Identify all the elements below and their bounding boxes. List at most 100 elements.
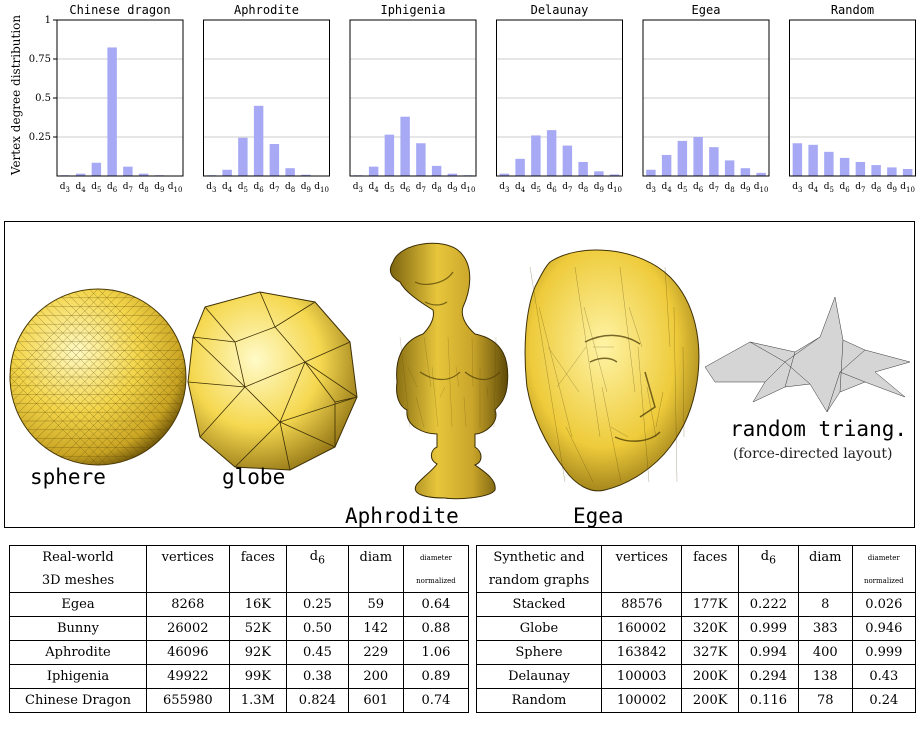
- table-cell: Bunny: [9, 616, 147, 641]
- table-cell: Aphrodite: [9, 640, 147, 665]
- egea-label: Egea: [573, 504, 624, 528]
- table-cell: 0.116: [737, 688, 799, 713]
- bar-d7: [123, 166, 133, 176]
- x-tick-label: d7: [855, 182, 865, 194]
- table-cell: 52K: [228, 616, 288, 641]
- random-triangulation: [704, 296, 911, 413]
- table-row: Iphigenia 49922 99K 0.38 200 0.89: [9, 664, 470, 689]
- table-row: Chinese Dragon 655980 1.3M 0.824 601 0.74: [9, 688, 470, 713]
- x-tick-label: d9: [887, 182, 897, 194]
- table-row: Delaunay 100003 200K 0.294 138 0.43: [476, 664, 917, 689]
- header-blank: [286, 569, 349, 593]
- x-tick-label: d6: [400, 182, 411, 194]
- bar-d10: [756, 172, 766, 176]
- x-tick-label: d7: [269, 182, 279, 194]
- bar-d7: [269, 144, 280, 176]
- bar-d4: [75, 173, 86, 176]
- header-norm-bottom: normalized: [402, 569, 470, 593]
- bar-d3: [792, 143, 803, 176]
- table-cell: 0.74: [402, 688, 470, 713]
- x-tick-label: d4: [662, 182, 673, 194]
- chart-4: Egea d3 d4 d5 d6 d7 d8 d9 d10: [642, 3, 770, 194]
- bar-d5: [238, 137, 248, 176]
- table-cell: 0.994: [737, 640, 799, 665]
- table-cell: 400: [797, 640, 853, 665]
- table-row: Globe 160002 320K 0.999 383 0.946: [476, 616, 917, 641]
- x-tick-label: d9: [447, 182, 457, 194]
- table-cell: 100003: [600, 664, 683, 689]
- mesh-renderings: [9, 242, 911, 500]
- table-cell: 26002: [146, 616, 230, 641]
- table-cell: 92K: [228, 640, 288, 665]
- bar-d7: [562, 145, 573, 176]
- bar-d10: [902, 168, 913, 176]
- table-cell: 177K: [681, 592, 739, 617]
- table-cell: 142: [347, 616, 404, 641]
- x-tick-label: d5: [677, 182, 687, 194]
- table-cell: 229: [347, 640, 404, 665]
- table-row: Sphere 163842 327K 0.994 400 0.999: [476, 640, 917, 665]
- chart-title: Iphigenia: [380, 3, 445, 17]
- x-tick-label: d6: [254, 182, 265, 194]
- x-tick-label: d3: [792, 182, 802, 194]
- y-axis-label: Vertex degree distribution: [9, 15, 23, 176]
- table-cell: 99K: [228, 664, 288, 689]
- table-row: Stacked 88576 177K 0.222 8 0.026: [476, 592, 917, 617]
- table-cell: 1.3M: [228, 688, 288, 713]
- bar-d5: [531, 135, 541, 176]
- header-vertices: vertices: [146, 545, 230, 569]
- header-norm-bottom: normalized: [851, 569, 917, 593]
- x-tick-label: d3: [499, 182, 509, 194]
- bar-d6: [400, 116, 410, 176]
- table-row: Egea 8268 16K 0.25 59 0.64: [9, 592, 470, 617]
- table-cell: 0.43: [851, 664, 917, 689]
- table-cell: 601: [347, 688, 404, 713]
- header-norm-top: diameter: [402, 545, 470, 569]
- table-cell: Globe: [476, 616, 602, 641]
- table-cell: Chinese Dragon: [9, 688, 147, 713]
- bar-d6: [253, 105, 264, 176]
- header-category-2: random graphs: [476, 569, 602, 593]
- sphere-label: sphere: [30, 465, 106, 489]
- plot-frame: [642, 19, 770, 177]
- bar-d8: [431, 165, 442, 176]
- chart-title: Delaunay: [531, 3, 589, 17]
- table-cell: 383: [797, 616, 853, 641]
- bar-d7: [709, 147, 719, 176]
- bar-d5: [677, 140, 688, 176]
- bar-d7: [855, 161, 866, 176]
- header-category: Synthetic and: [476, 545, 602, 569]
- chart-title: Random: [831, 3, 874, 17]
- x-tick-label: d4: [369, 182, 380, 194]
- bar-d6: [693, 137, 703, 176]
- bar-d4: [515, 158, 525, 176]
- table-cell: 0.824: [286, 688, 349, 713]
- table-cell: Delaunay: [476, 664, 602, 689]
- x-tick-label: d8: [139, 182, 149, 194]
- x-tick-label: d5: [531, 182, 541, 194]
- x-tick-label: d6: [547, 182, 558, 194]
- bar-d8: [578, 161, 588, 176]
- header-blank: [600, 569, 683, 593]
- table-cell: 0.222: [737, 592, 799, 617]
- x-tick-label: d10: [900, 182, 915, 194]
- bar-d6: [546, 130, 557, 176]
- bar-d7: [416, 143, 426, 176]
- y-tick-label: 1: [45, 15, 51, 26]
- table-cell: 200: [347, 664, 404, 689]
- bar-d9: [447, 173, 458, 176]
- egea-mesh: [524, 249, 700, 492]
- bar-d4: [368, 166, 379, 176]
- chart-title: Chinese dragon: [69, 3, 170, 17]
- chart-1: Aphrodite d3 d4 d5 d6 d7 d8 d9 d10: [203, 3, 330, 194]
- table-cell: 0.45: [286, 640, 349, 665]
- table-row: Aphrodite 46096 92K 0.45 229 1.06: [9, 640, 470, 665]
- x-tick-label: d9: [301, 182, 311, 194]
- table-cell: 88576: [600, 592, 683, 617]
- header-faces: faces: [681, 545, 739, 569]
- table-cell: 78: [797, 688, 853, 713]
- header-category-2: 3D meshes: [9, 569, 147, 593]
- header-norm-top: diameter: [851, 545, 917, 569]
- bar-d5: [91, 162, 102, 176]
- x-tick-label: d10: [754, 182, 769, 194]
